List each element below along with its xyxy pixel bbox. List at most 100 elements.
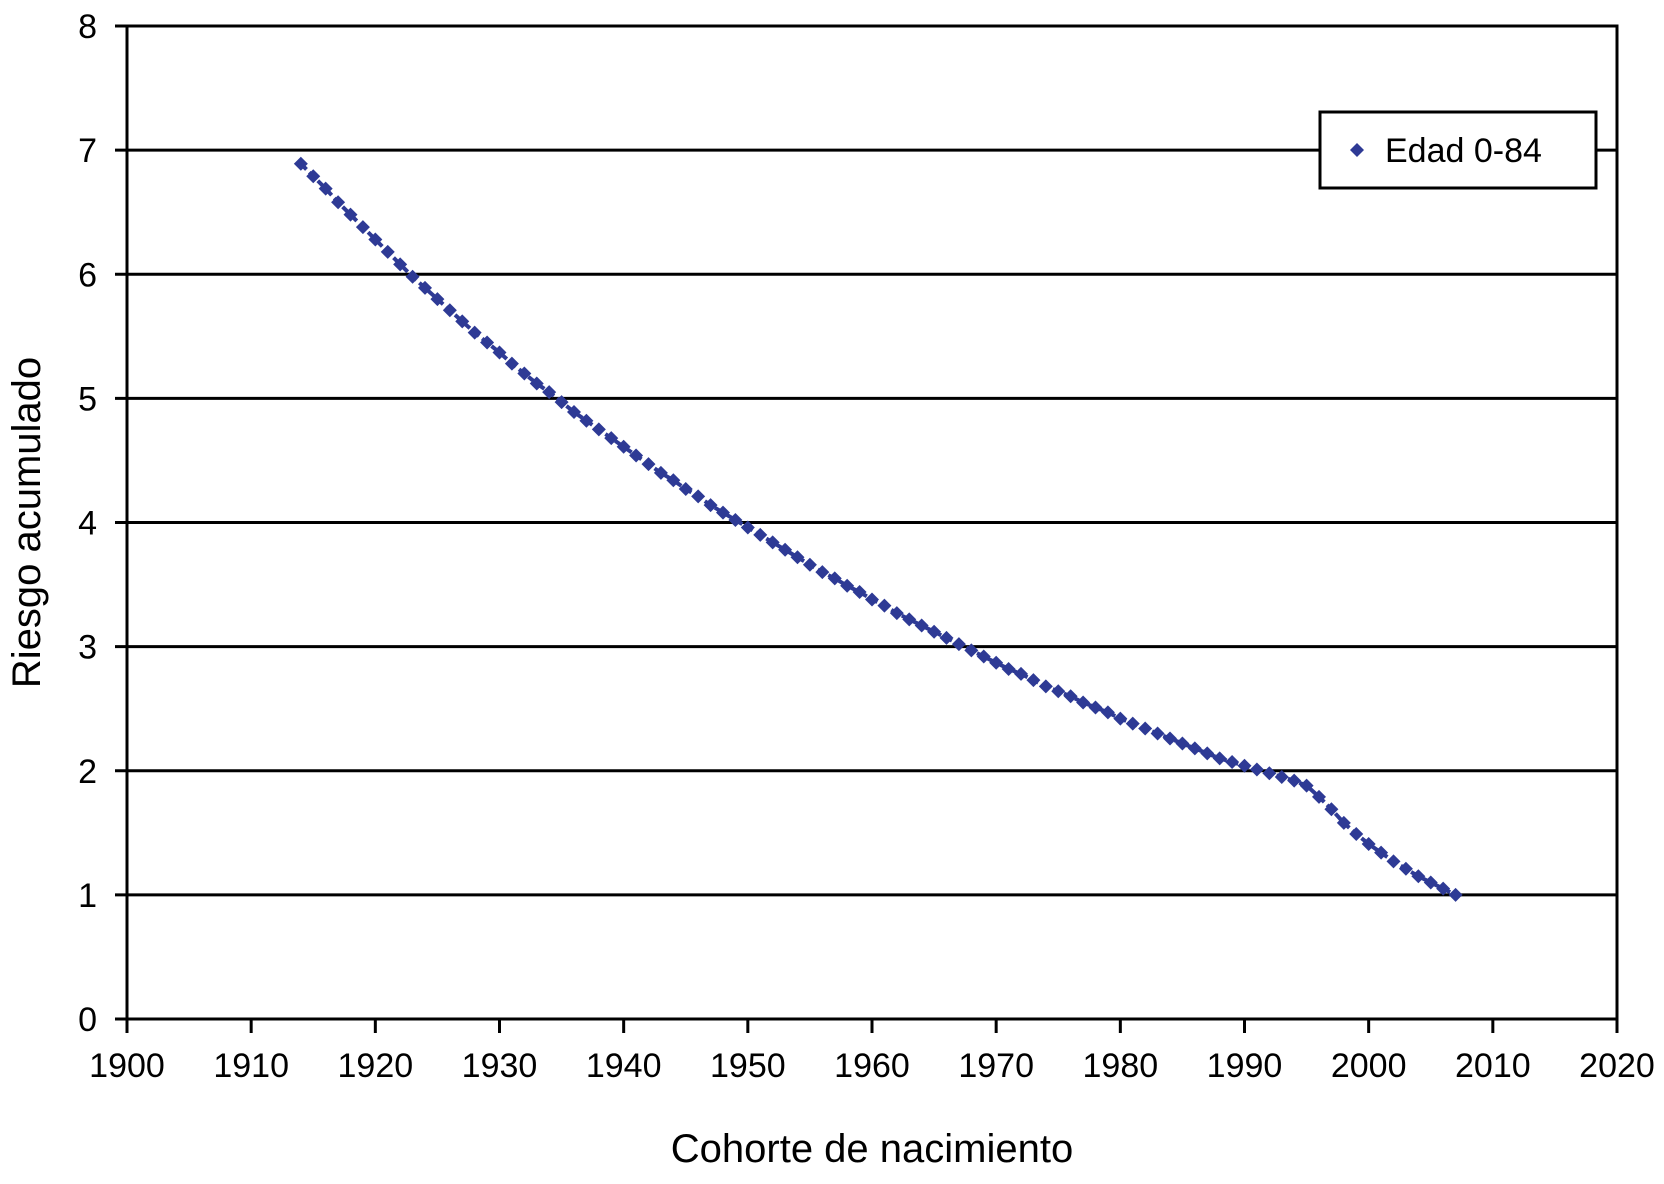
data-point (1063, 689, 1078, 704)
legend-box (1318, 110, 1598, 190)
data-point (802, 557, 817, 572)
data-point (554, 395, 569, 410)
data-point (1237, 758, 1252, 773)
data-point (716, 505, 730, 520)
data-point (1175, 736, 1190, 751)
data-point (889, 606, 904, 621)
y-tick-label: 0 (78, 1001, 97, 1039)
data-point (951, 637, 966, 652)
data-point (1187, 741, 1202, 756)
data-point (1225, 755, 1240, 770)
data-point (865, 592, 879, 607)
data-point (1100, 705, 1115, 720)
series-line (299, 162, 1457, 897)
x-tick-label: 1900 (89, 1047, 165, 1085)
x-tick-label: 1940 (586, 1047, 662, 1085)
data-point (355, 220, 370, 235)
data-point (517, 366, 532, 381)
y-tick-label: 7 (78, 132, 97, 170)
y-axis: 0 1 2 3 4 5 6 7 8 (78, 8, 127, 1039)
y-tick-label: 3 (78, 629, 97, 667)
data-point (579, 413, 594, 428)
data-point (1448, 887, 1463, 902)
data-point (753, 527, 768, 542)
data-point (293, 156, 308, 171)
x-tick-label: 1980 (1083, 1047, 1159, 1085)
data-point (1312, 789, 1326, 804)
data-point (380, 244, 395, 259)
data-point (914, 618, 929, 633)
data-point (405, 269, 420, 284)
x-tick-label: 1990 (1207, 1047, 1283, 1085)
y-tick-label: 5 (78, 380, 97, 418)
data-point (1212, 751, 1227, 766)
x-tick-label: 1920 (338, 1047, 414, 1085)
data-point (1088, 700, 1103, 715)
x-axis: 1900 1910 1920 1930 1940 1950 1960 1970 1980 1990… (89, 1019, 1655, 1085)
data-point (976, 649, 991, 664)
legend: Edad 0-84 (1318, 110, 1598, 190)
data-point (927, 624, 942, 639)
data-point (1150, 726, 1165, 741)
x-axis-title: Cohorte de nacimiento (671, 1127, 1073, 1171)
data-point (1113, 711, 1128, 726)
data-point (691, 489, 706, 504)
x-tick-label: 1950 (710, 1047, 786, 1085)
legend-label: Edad 0-84 (1385, 132, 1542, 170)
data-point (1423, 875, 1438, 890)
data-point (641, 457, 656, 472)
y-tick-label: 4 (78, 505, 97, 543)
data-point (442, 303, 457, 318)
x-tick-label: 1960 (834, 1047, 910, 1085)
x-tick-label: 1930 (462, 1047, 538, 1085)
data-point (1138, 721, 1153, 736)
y-tick-label: 8 (78, 8, 97, 46)
data-point (1026, 673, 1041, 688)
data-point (728, 513, 743, 528)
data-point (567, 405, 581, 420)
data-point (840, 578, 855, 593)
x-tick-label: 2020 (1579, 1047, 1655, 1085)
data-point (604, 431, 619, 446)
gridlines (127, 148, 1617, 897)
data-point (343, 207, 358, 222)
data-point (418, 280, 432, 295)
data-point (778, 542, 793, 557)
data-point (703, 498, 718, 513)
y-tick-label: 6 (78, 256, 97, 294)
data-point (1200, 746, 1215, 761)
data-point (1336, 815, 1351, 830)
legend-marker-icon (1350, 143, 1364, 157)
data-point (1324, 802, 1339, 817)
data-point (1436, 881, 1451, 896)
data-point (1274, 769, 1289, 784)
data-point (653, 465, 668, 480)
data-point (492, 345, 507, 360)
data-point (989, 655, 1004, 670)
data-point (629, 448, 644, 463)
data-point (1386, 854, 1401, 869)
data-point (368, 232, 383, 247)
data-point (1398, 861, 1413, 876)
data-point (455, 314, 470, 329)
data-point (902, 612, 917, 627)
data-point (1163, 731, 1177, 746)
data-point (542, 385, 557, 400)
data-point (852, 585, 867, 600)
data-point (430, 292, 445, 307)
data-point (939, 630, 954, 645)
data-point (1076, 695, 1091, 710)
data-point (1299, 778, 1314, 793)
data-point (1349, 827, 1364, 842)
data-point (504, 356, 519, 371)
x-tick-label: 1970 (958, 1047, 1034, 1085)
data-point (331, 195, 346, 210)
data-point (467, 325, 482, 340)
data-point (1038, 679, 1053, 694)
data-point (1051, 684, 1066, 699)
x-tick-label: 2010 (1455, 1047, 1531, 1085)
data-point (616, 439, 631, 454)
data-point (1411, 869, 1426, 884)
data-point (790, 550, 805, 565)
